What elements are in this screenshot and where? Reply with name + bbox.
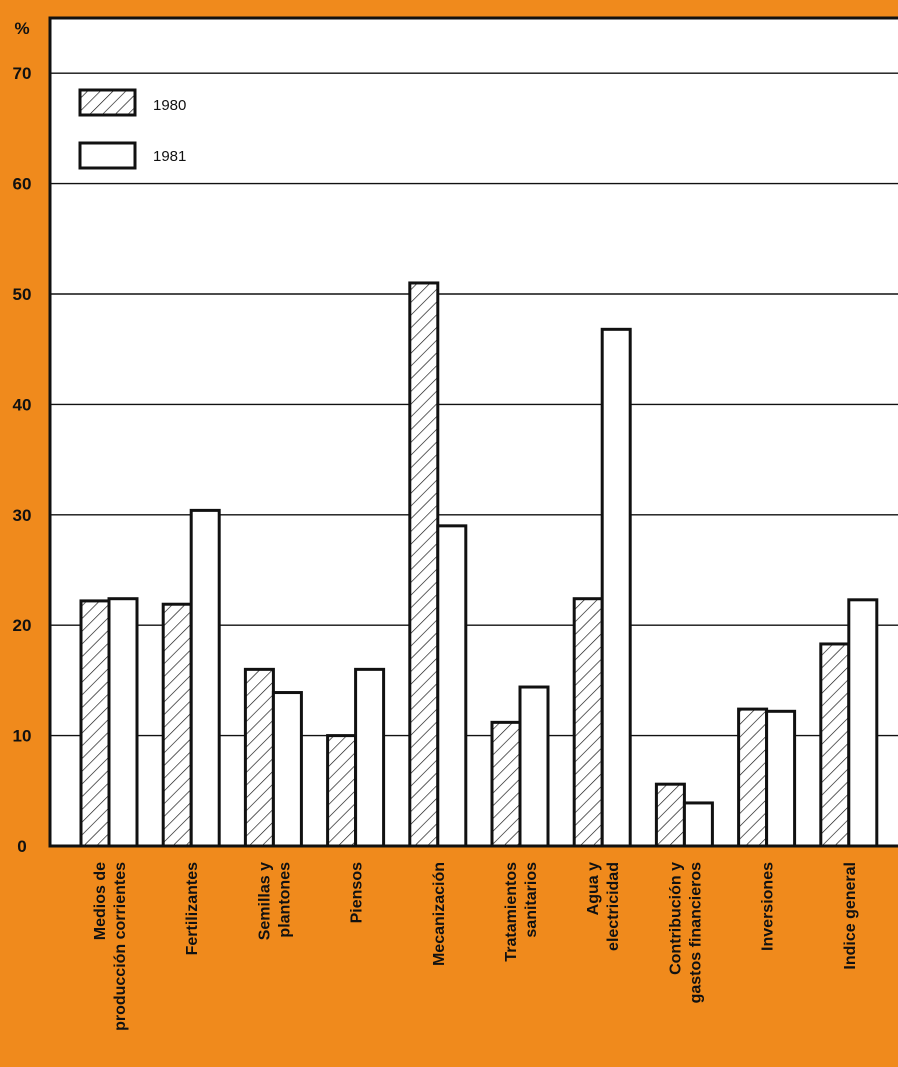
legend-label-1980: 1980	[153, 97, 186, 114]
x-category-label: Indice general	[842, 862, 859, 970]
bar-1981	[847, 598, 879, 848]
bar-1980	[572, 597, 604, 848]
bars	[79, 281, 879, 848]
bar-1981	[600, 327, 632, 848]
bar-1980	[243, 667, 275, 848]
y-axis-unit: %	[14, 19, 29, 38]
bar-1981	[107, 597, 139, 848]
legend-swatch-1980	[78, 88, 137, 117]
bar-1981	[189, 508, 221, 848]
y-tick-label: 60	[13, 175, 32, 194]
bar-1980	[654, 782, 686, 848]
y-tick-label: 50	[13, 285, 32, 304]
x-category-label: Fertilizantes	[184, 862, 201, 955]
x-category-label: sanitarios	[523, 862, 540, 938]
x-category-label: Inversiones	[760, 862, 777, 951]
x-category-label: gastos financieros	[687, 862, 704, 1003]
y-tick-label: 20	[13, 616, 32, 635]
bar-1981	[682, 801, 714, 848]
x-category-label: producción corrientes	[112, 862, 129, 1031]
bar-1980	[79, 599, 111, 848]
x-category-label: Medios de	[92, 862, 109, 940]
bar-1981	[436, 524, 468, 848]
x-category-label: plantones	[276, 862, 293, 938]
bar-1980	[161, 602, 193, 848]
x-category-label: Semillas y	[256, 862, 273, 940]
x-category-label: Mecanización	[431, 862, 448, 966]
legend-swatch-1981	[78, 141, 137, 170]
x-category-label: Tratamientos	[503, 862, 520, 962]
y-tick-label: 70	[13, 64, 32, 83]
bar-1981	[354, 667, 386, 848]
x-category-label: Contribución y	[667, 862, 684, 975]
x-axis-labels: Medios de producción corrientes Fertilizan…	[92, 862, 859, 1031]
bar-1980	[408, 281, 440, 848]
y-tick-label: 30	[13, 506, 32, 525]
x-category-label: Agua y	[585, 862, 602, 915]
bar-1980	[819, 642, 851, 848]
legend-label-1981: 1981	[153, 148, 186, 165]
y-tick-label: 40	[13, 395, 32, 414]
legend: 1980 1981	[78, 88, 186, 170]
bar-1981	[765, 709, 797, 848]
bar-1981	[271, 691, 303, 848]
bar-1981	[518, 685, 550, 848]
x-category-label: Piensos	[349, 862, 366, 923]
y-axis-ticks: 0 10 20 30 40 50 60 70	[13, 64, 32, 856]
bar-1980	[737, 707, 769, 848]
bar-1980	[326, 734, 358, 848]
bar-1980	[490, 720, 522, 848]
y-tick-label: 10	[13, 727, 32, 746]
x-category-label: electricidad	[605, 862, 622, 951]
y-tick-label: 0	[17, 837, 26, 856]
